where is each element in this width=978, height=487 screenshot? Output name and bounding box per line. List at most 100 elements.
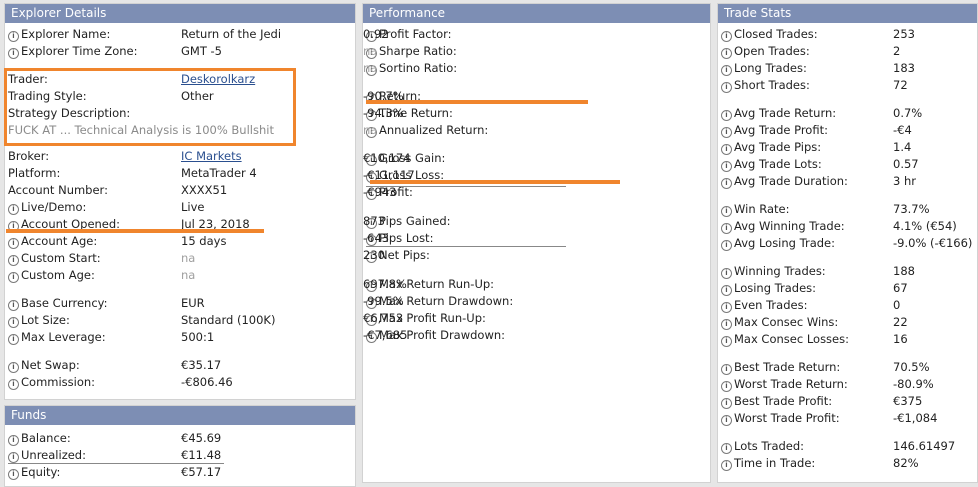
info-icon[interactable]: i <box>8 255 19 266</box>
info-icon[interactable]: i <box>366 281 377 292</box>
row-value: Other <box>181 89 214 103</box>
trade-stats-row-avg-losing-trade: i Avg Losing Trade: -9.0% (-€166) <box>718 235 977 252</box>
info-icon[interactable]: i <box>8 238 19 249</box>
row-label: i Losing Trades: <box>721 280 816 297</box>
row-label-text: Even Trades: <box>734 298 808 312</box>
info-icon[interactable]: i <box>721 127 732 138</box>
row-value: 70.5% <box>893 360 930 374</box>
row-label: i Avg Losing Trade: <box>721 235 835 252</box>
info-icon[interactable]: i <box>8 317 19 328</box>
row-value-link[interactable]: Deskorolkarz <box>181 72 256 86</box>
info-icon[interactable]: i <box>366 332 377 343</box>
row-label-text: Return: <box>379 89 422 103</box>
row-label-text: Trading Style: <box>8 89 87 103</box>
row-value: -643 <box>363 231 390 245</box>
info-icon[interactable]: i <box>8 362 19 373</box>
info-icon[interactable]: i <box>8 379 19 390</box>
info-icon[interactable]: i <box>721 443 732 454</box>
info-icon[interactable]: i <box>366 110 377 121</box>
info-icon[interactable]: i <box>721 223 732 234</box>
info-icon[interactable]: i <box>8 452 19 463</box>
info-icon[interactable]: i <box>8 272 19 283</box>
row-value: na <box>363 123 378 137</box>
row-label-text: Open Trades: <box>734 44 810 58</box>
info-icon[interactable]: i <box>721 240 732 251</box>
row-label: i Best Trade Return: <box>721 359 840 376</box>
row-label: i Max Consec Losses: <box>721 331 849 348</box>
row-value: 146.61497 <box>893 439 956 453</box>
info-icon[interactable]: i <box>8 204 19 215</box>
row-label-text: Max Return Run-Up: <box>379 277 495 291</box>
row-label-text: Commission: <box>21 375 96 389</box>
info-icon[interactable]: i <box>8 48 19 59</box>
info-icon[interactable]: i <box>721 206 732 217</box>
info-icon[interactable]: i <box>721 381 732 392</box>
explorer-row-trading-style: Trading Style: Other <box>5 88 355 105</box>
info-icon[interactable]: i <box>8 334 19 345</box>
performance-row-pips-gained: i Pips Gained: 873 <box>363 213 710 230</box>
row-value: 73.7% <box>893 202 930 216</box>
info-icon[interactable]: i <box>721 319 732 330</box>
info-icon[interactable]: i <box>366 31 377 42</box>
row-value: 2 <box>893 44 901 58</box>
info-icon[interactable]: i <box>721 110 732 121</box>
row-value: 1.4 <box>893 140 912 154</box>
info-icon[interactable]: i <box>366 235 377 246</box>
row-value-link[interactable]: IC Markets <box>181 149 242 163</box>
info-icon[interactable]: i <box>366 218 377 229</box>
row-label-text: Explorer Time Zone: <box>21 44 138 58</box>
row-label-text: Long Trades: <box>734 61 807 75</box>
info-icon[interactable]: i <box>366 189 377 200</box>
performance-header: Performance <box>363 4 710 23</box>
performance-panel: Performance i Profit Factor: 0.92 i Sharpe R… <box>362 3 711 483</box>
row-label-text: Winning Trades: <box>734 264 826 278</box>
info-icon[interactable]: i <box>366 298 377 309</box>
row-label: i Max Return Run-Up: <box>366 276 494 293</box>
info-icon[interactable]: i <box>721 161 732 172</box>
row-label: i Time Return: <box>366 105 453 122</box>
row-label-text: Custom Age: <box>21 268 95 282</box>
info-icon[interactable]: i <box>721 268 732 279</box>
info-icon[interactable]: i <box>721 82 732 93</box>
row-value: 188 <box>893 264 915 278</box>
row-label-text: Time Return: <box>379 106 453 120</box>
row-value: -99.5% <box>363 294 404 308</box>
info-icon[interactable]: i <box>721 302 732 313</box>
explorer-row-explorer-name: i Explorer Name: Return of the Jedi <box>5 26 355 43</box>
info-icon[interactable]: i <box>721 144 732 155</box>
row-label: i Even Trades: <box>721 297 807 314</box>
info-icon[interactable]: i <box>721 31 732 42</box>
info-icon[interactable]: i <box>721 398 732 409</box>
row-label: i Base Currency: <box>8 295 108 312</box>
row-value: 500:1 <box>181 330 215 344</box>
info-icon[interactable]: i <box>8 300 19 311</box>
info-icon[interactable]: i <box>366 155 377 166</box>
row-value: 3 hr <box>893 174 916 188</box>
info-icon[interactable]: i <box>721 460 732 471</box>
info-icon[interactable]: i <box>721 65 732 76</box>
info-icon[interactable]: i <box>366 315 377 326</box>
row-label: i Sharpe Ratio: <box>366 43 457 60</box>
row-label: i Avg Winning Trade: <box>721 218 845 235</box>
info-icon[interactable]: i <box>366 48 377 59</box>
row-label-text: Losing Trades: <box>734 281 817 295</box>
info-icon[interactable]: i <box>8 31 19 42</box>
trade-stats-row-short-trades: i Short Trades: 72 <box>718 77 977 94</box>
trade-stats-row-lots-traded: i Lots Traded: 146.61497 <box>718 438 977 455</box>
info-icon[interactable]: i <box>8 469 19 480</box>
info-icon[interactable]: i <box>366 127 377 138</box>
info-icon[interactable]: i <box>721 178 732 189</box>
info-icon[interactable]: i <box>366 252 377 263</box>
info-icon[interactable]: i <box>721 415 732 426</box>
info-icon[interactable]: i <box>721 336 732 347</box>
info-icon[interactable]: i <box>366 65 377 76</box>
info-icon[interactable]: i <box>721 364 732 375</box>
info-icon[interactable]: i <box>8 435 19 446</box>
row-value: 253 <box>893 27 915 41</box>
row-label-text: Best Trade Return: <box>734 360 841 374</box>
row-label-text: Avg Trade Lots: <box>734 157 822 171</box>
info-icon[interactable]: i <box>721 48 732 59</box>
row-label-text: Avg Winning Trade: <box>734 219 845 233</box>
info-icon[interactable]: i <box>721 285 732 296</box>
row-label: i Profit Factor: <box>366 26 452 43</box>
